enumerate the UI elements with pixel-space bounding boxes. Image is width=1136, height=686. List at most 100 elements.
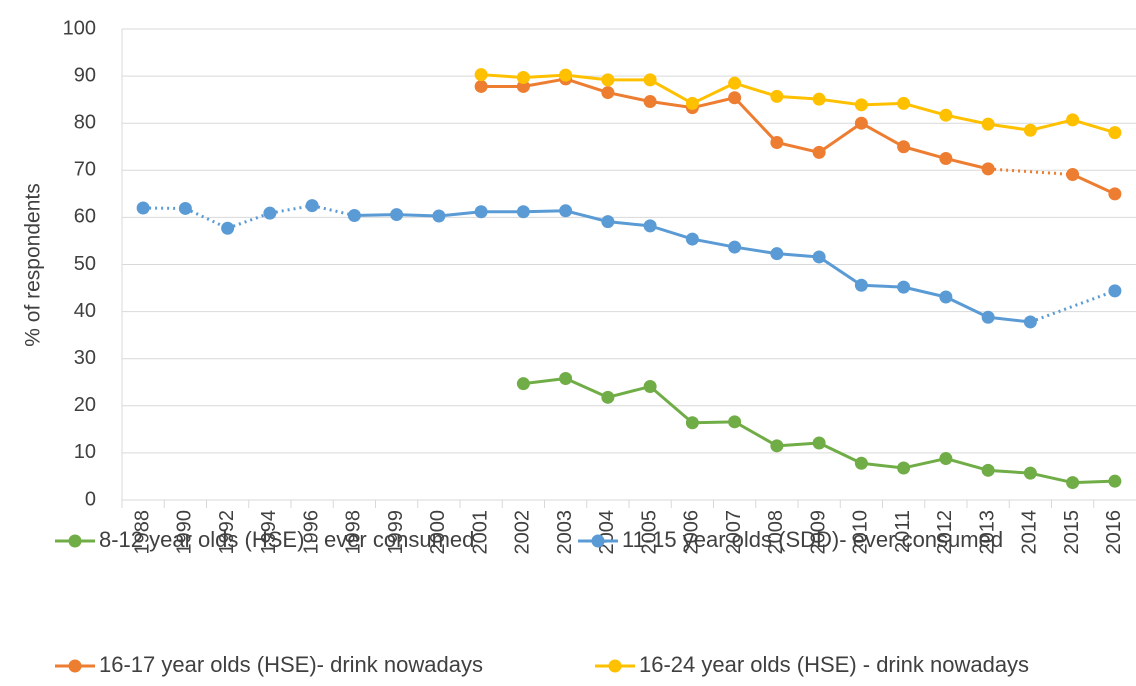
marker bbox=[1108, 284, 1122, 298]
line-segment bbox=[438, 210, 482, 218]
x-tick-label: 2015 bbox=[1061, 510, 1083, 555]
marker bbox=[1066, 168, 1080, 182]
marker bbox=[643, 219, 657, 233]
marker bbox=[981, 162, 995, 176]
marker bbox=[516, 205, 530, 219]
line-segment bbox=[1030, 471, 1073, 485]
marker bbox=[516, 71, 530, 85]
y-tick-label: 40 bbox=[74, 300, 96, 322]
x-tick-label: 2005 bbox=[638, 510, 660, 555]
marker bbox=[770, 136, 784, 150]
marker bbox=[897, 140, 911, 154]
marker bbox=[939, 152, 953, 166]
line-segment bbox=[733, 96, 778, 144]
x-tick-label: 1994 bbox=[258, 510, 280, 555]
line-segment bbox=[523, 376, 566, 386]
y-tick-label: 30 bbox=[74, 347, 96, 369]
x-tick-label: 1992 bbox=[216, 510, 238, 555]
line-segment bbox=[818, 97, 862, 107]
line-segment bbox=[776, 252, 820, 259]
marker bbox=[221, 221, 235, 235]
marker bbox=[728, 76, 742, 90]
line-segment bbox=[903, 285, 947, 299]
line-segment bbox=[1029, 289, 1116, 324]
line-segment bbox=[733, 420, 778, 448]
line-segment bbox=[523, 73, 566, 80]
marker bbox=[305, 199, 319, 213]
x-tick-label: 2000 bbox=[427, 510, 449, 555]
x-tick-label: 2006 bbox=[681, 510, 703, 555]
line-segment bbox=[396, 213, 439, 218]
line-segment bbox=[776, 94, 820, 101]
marker bbox=[685, 416, 699, 430]
line-segment bbox=[691, 81, 736, 105]
line-segment bbox=[860, 121, 905, 149]
x-tick-label: 1988 bbox=[131, 510, 153, 555]
line-segment bbox=[903, 101, 947, 117]
marker bbox=[854, 98, 868, 112]
x-tick-label: 1990 bbox=[174, 510, 196, 555]
line-segment bbox=[692, 237, 735, 249]
marker bbox=[1108, 126, 1122, 140]
x-tick-label: 2010 bbox=[850, 510, 872, 555]
legend-marker bbox=[608, 659, 622, 673]
line-segment bbox=[818, 255, 863, 287]
marker bbox=[728, 240, 742, 254]
marker bbox=[643, 95, 657, 109]
x-tick-label: 2011 bbox=[892, 510, 914, 553]
marker bbox=[1023, 315, 1037, 329]
x-tick-label: 2016 bbox=[1103, 510, 1125, 555]
x-tick-label: 2002 bbox=[512, 510, 534, 555]
legend-marker bbox=[591, 534, 605, 548]
y-tick-label: 0 bbox=[85, 488, 96, 510]
marker bbox=[347, 209, 361, 223]
line-segment bbox=[523, 209, 566, 214]
line-segment bbox=[987, 315, 1031, 324]
x-tick-label: 2008 bbox=[765, 510, 787, 555]
x-tick-label: 2013 bbox=[976, 510, 998, 555]
line-segment bbox=[227, 211, 271, 230]
line-segment bbox=[565, 209, 609, 224]
marker bbox=[1023, 466, 1037, 480]
marker bbox=[390, 208, 404, 222]
line-segment bbox=[649, 78, 694, 105]
marker bbox=[1066, 113, 1080, 127]
marker bbox=[474, 79, 488, 93]
marker bbox=[516, 79, 530, 93]
line-segment bbox=[945, 113, 989, 126]
marker bbox=[1108, 474, 1122, 488]
marker bbox=[559, 68, 573, 82]
line-segment bbox=[903, 145, 947, 160]
line-segment bbox=[523, 77, 566, 88]
y-tick-label: 10 bbox=[74, 441, 96, 463]
x-tick-label: 2009 bbox=[807, 510, 829, 555]
y-tick-label: 20 bbox=[74, 394, 96, 416]
legend-label: 8-12 year olds (HSE) - ever consumed bbox=[99, 527, 474, 552]
marker bbox=[854, 456, 868, 470]
marker bbox=[770, 439, 784, 453]
y-tick-label: 50 bbox=[74, 253, 96, 275]
marker bbox=[1023, 123, 1037, 137]
marker bbox=[854, 116, 868, 130]
x-tick-label: 2012 bbox=[934, 510, 956, 555]
marker bbox=[516, 377, 530, 391]
marker bbox=[685, 96, 699, 110]
line-segment bbox=[776, 441, 820, 448]
line-segment bbox=[818, 441, 863, 465]
marker bbox=[939, 290, 953, 304]
marker bbox=[939, 452, 953, 466]
x-tick-label: 1999 bbox=[385, 510, 407, 555]
line-segment bbox=[1072, 118, 1116, 135]
marker bbox=[601, 73, 615, 87]
line-segment bbox=[481, 73, 524, 80]
marker bbox=[897, 96, 911, 110]
marker bbox=[474, 68, 488, 82]
marker bbox=[1108, 187, 1122, 201]
marker bbox=[178, 201, 192, 215]
marker bbox=[981, 463, 995, 477]
y-tick-label: 80 bbox=[74, 111, 96, 133]
line-segment bbox=[861, 461, 904, 470]
line-segment bbox=[649, 224, 693, 241]
x-tick-label: 1998 bbox=[343, 510, 365, 555]
line-segment bbox=[565, 73, 609, 82]
